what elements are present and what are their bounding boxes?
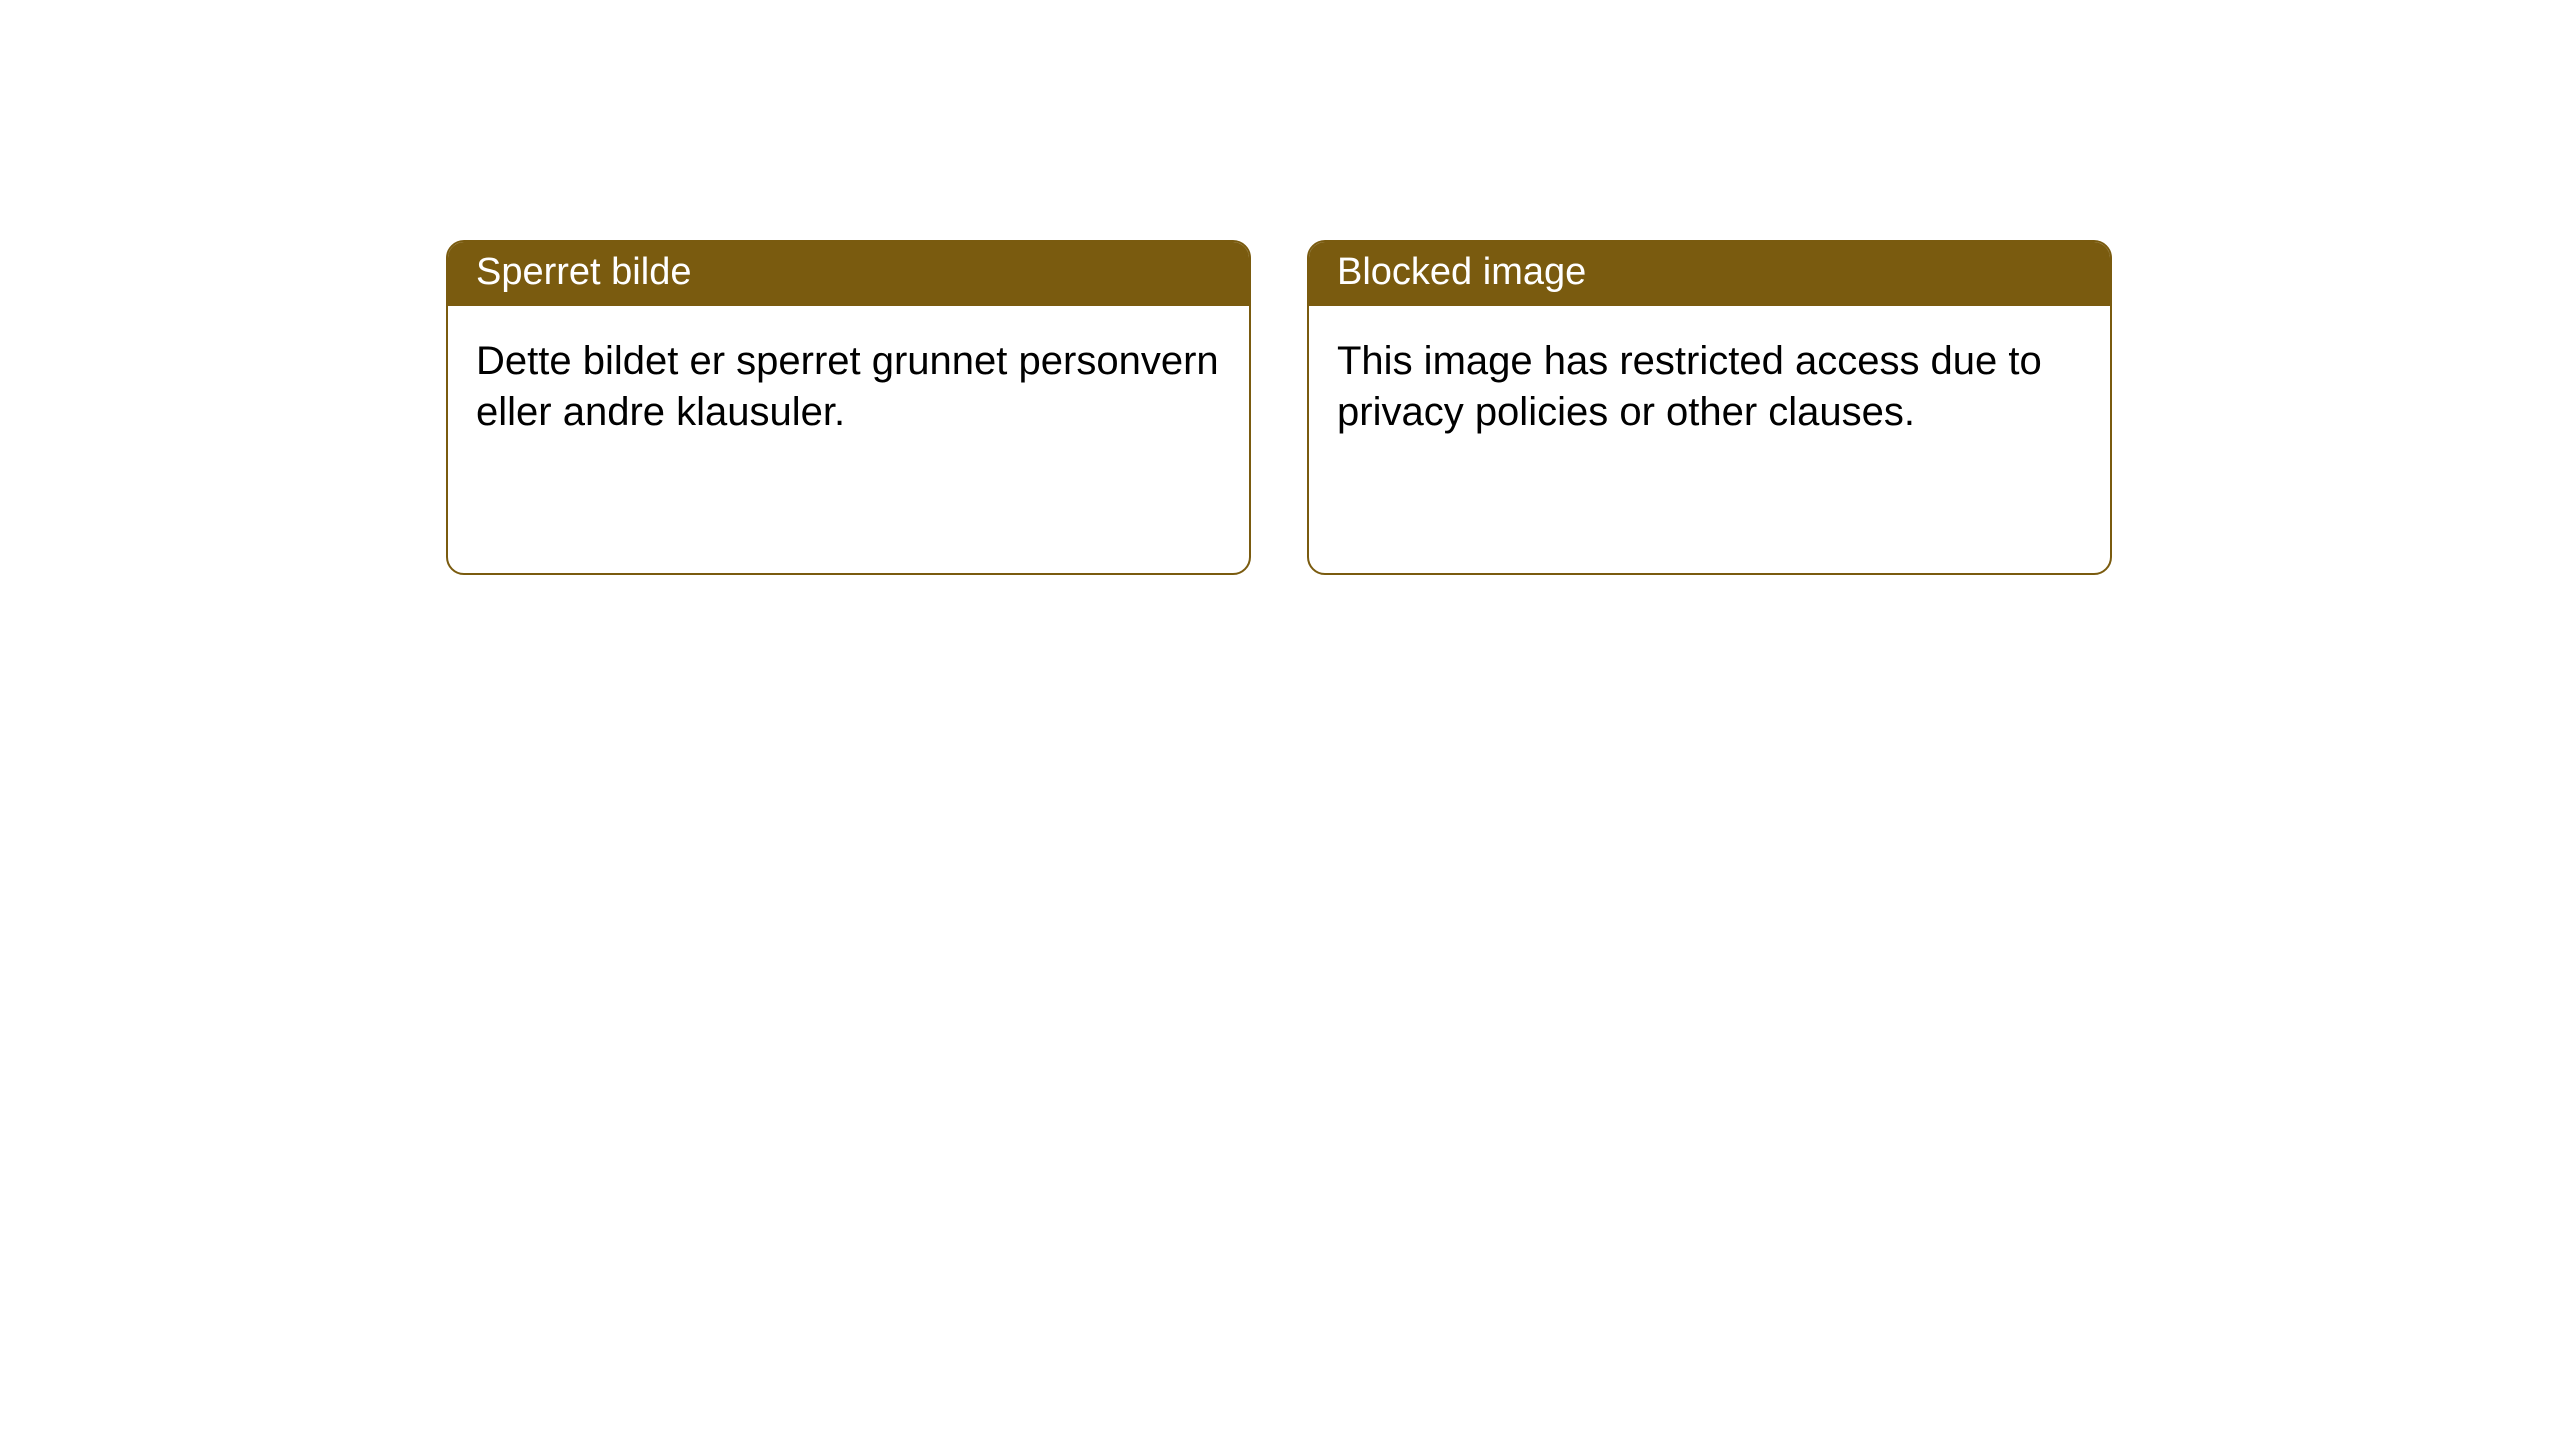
notice-body-en: This image has restricted access due to … <box>1309 306 2110 468</box>
notice-container: Sperret bilde Dette bildet er sperret gr… <box>0 0 2560 575</box>
notice-card-no: Sperret bilde Dette bildet er sperret gr… <box>446 240 1251 575</box>
notice-body-no: Dette bildet er sperret grunnet personve… <box>448 306 1249 468</box>
notice-header-no: Sperret bilde <box>448 242 1249 306</box>
notice-card-en: Blocked image This image has restricted … <box>1307 240 2112 575</box>
notice-header-en: Blocked image <box>1309 242 2110 306</box>
